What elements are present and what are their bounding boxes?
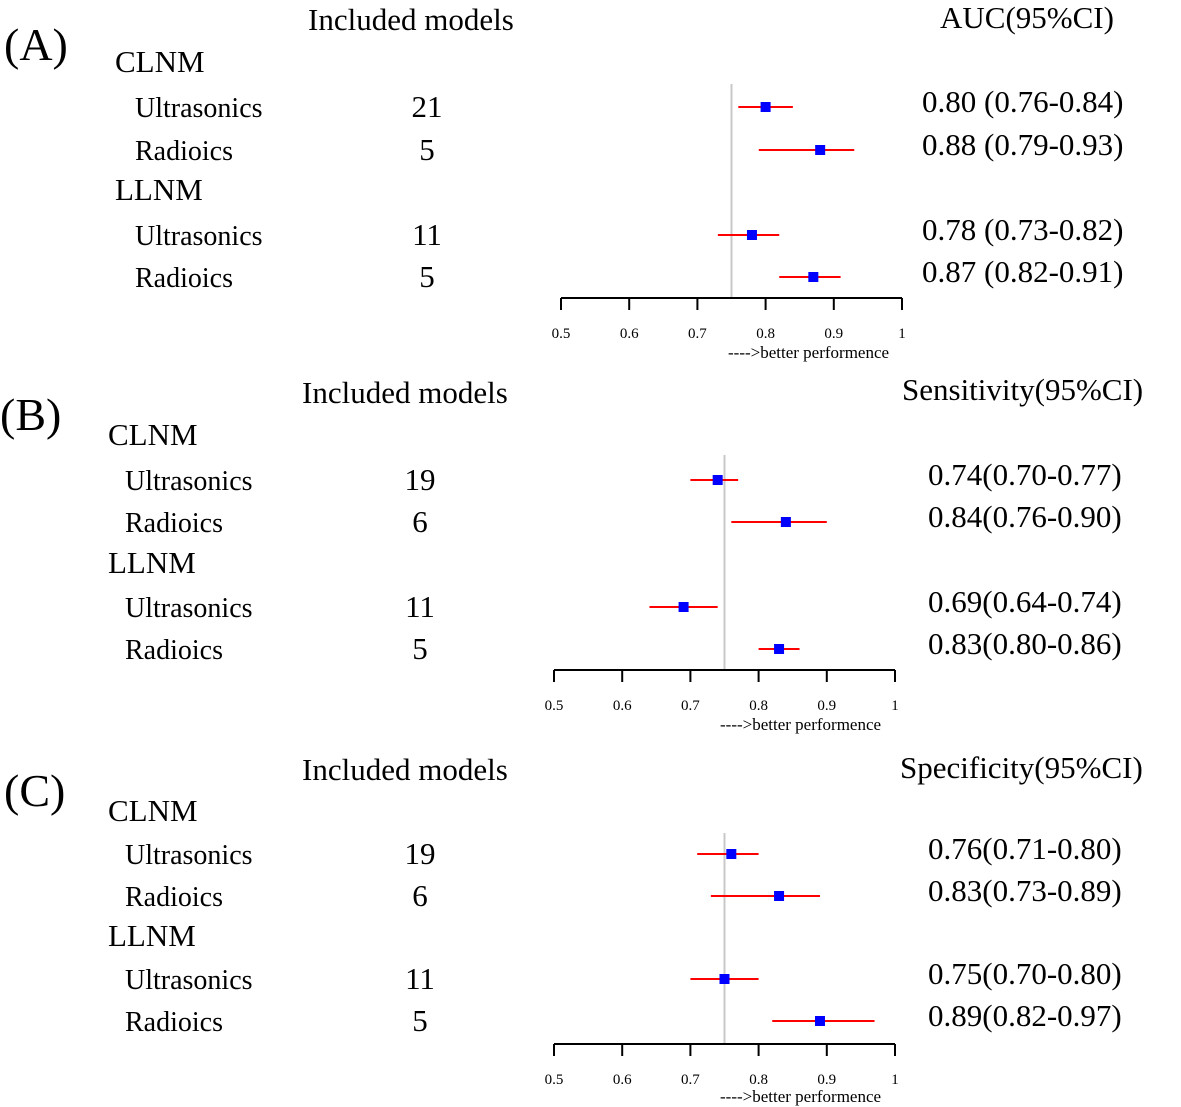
- x-tick-label: 0.7: [688, 326, 707, 342]
- ci-text: 0.84(0.76-0.90): [928, 499, 1122, 534]
- x-tick-label: 0.6: [613, 698, 632, 714]
- point-estimate: [760, 102, 771, 112]
- row-label: Radioics: [125, 1007, 223, 1038]
- ci-text: 0.83(0.73-0.89): [928, 873, 1122, 908]
- x-tick-label: 0.5: [545, 698, 564, 714]
- point-estimate: [726, 849, 737, 859]
- x-tick-label: 0.6: [620, 326, 639, 342]
- row-label: Ultrasonics: [125, 840, 253, 871]
- panel-label: (B): [0, 389, 61, 440]
- model-count: 6: [412, 878, 428, 913]
- ci-text: 0.75(0.70-0.80): [928, 956, 1122, 991]
- model-count: 6: [412, 504, 428, 539]
- row-label: Radioics: [125, 508, 223, 539]
- x-tick-label: 0.5: [545, 1072, 564, 1088]
- model-count: 19: [405, 462, 436, 497]
- point-estimate: [808, 272, 819, 282]
- row-label: Radioics: [135, 136, 233, 167]
- metric-header: Specificity(95%CI): [900, 750, 1143, 785]
- x-tick-label: 1: [898, 326, 906, 342]
- point-estimate: [780, 517, 791, 527]
- ci-text: 0.80 (0.76-0.84): [922, 84, 1123, 119]
- x-axis-label: ---->better performence: [728, 343, 889, 362]
- point-estimate: [746, 230, 757, 240]
- group-label: CLNM: [115, 44, 205, 79]
- model-count: 5: [419, 132, 435, 167]
- x-tick-label: 0.7: [681, 1072, 700, 1088]
- included-models-header: Included models: [302, 752, 508, 787]
- group-label: CLNM: [108, 417, 198, 452]
- metric-header: Sensitivity(95%CI): [902, 372, 1143, 407]
- model-count: 21: [412, 89, 443, 124]
- x-tick-label: 0.8: [749, 698, 768, 714]
- row-label: Ultrasonics: [125, 466, 253, 497]
- group-label: LLNM: [115, 172, 203, 207]
- x-tick-label: 0.9: [817, 1072, 836, 1088]
- group-label: CLNM: [108, 793, 198, 828]
- point-estimate: [719, 974, 730, 984]
- ci-text: 0.83(0.80-0.86): [928, 626, 1122, 661]
- x-tick-label: 0.9: [817, 698, 836, 714]
- model-count: 5: [412, 631, 428, 666]
- model-count: 5: [412, 1003, 428, 1038]
- ci-text: 0.69(0.64-0.74): [928, 584, 1122, 619]
- group-label: LLNM: [108, 918, 196, 953]
- row-label: Ultrasonics: [125, 965, 253, 996]
- x-tick-label: 0.7: [681, 698, 700, 714]
- x-tick-label: 1: [891, 1072, 899, 1088]
- model-count: 5: [419, 259, 435, 294]
- model-count: 11: [405, 589, 435, 624]
- ci-text: 0.78 (0.73-0.82): [922, 212, 1123, 247]
- ci-text: 0.89(0.82-0.97): [928, 998, 1122, 1033]
- ci-text: 0.87 (0.82-0.91): [922, 254, 1123, 289]
- model-count: 19: [405, 836, 436, 871]
- model-count: 11: [405, 961, 435, 996]
- panel-label: (C): [4, 765, 65, 816]
- x-tick-label: 0.5: [552, 326, 571, 342]
- x-tick-label: 0.8: [756, 326, 775, 342]
- metric-header: AUC(95%CI): [940, 0, 1114, 35]
- row-label: Radioics: [135, 263, 233, 294]
- point-estimate: [774, 644, 785, 654]
- point-estimate: [814, 1016, 825, 1026]
- row-label: Radioics: [125, 882, 223, 913]
- model-count: 11: [412, 217, 442, 252]
- point-estimate: [815, 145, 826, 155]
- x-tick-label: 1: [891, 698, 899, 714]
- x-axis-label: ---->better performence: [720, 1087, 881, 1106]
- row-label: Ultrasonics: [135, 93, 263, 124]
- group-label: LLNM: [108, 545, 196, 580]
- x-axis-label: ---->better performence: [720, 715, 881, 734]
- point-estimate: [712, 475, 723, 485]
- panel-label: (A): [4, 19, 68, 70]
- included-models-header: Included models: [308, 2, 514, 37]
- ci-text: 0.76(0.71-0.80): [928, 831, 1122, 866]
- x-tick-label: 0.9: [824, 326, 843, 342]
- ci-text: 0.88 (0.79-0.93): [922, 127, 1123, 162]
- x-tick-label: 0.6: [613, 1072, 632, 1088]
- row-label: Ultrasonics: [125, 593, 253, 624]
- row-label: Radioics: [125, 635, 223, 666]
- point-estimate: [774, 891, 785, 901]
- row-label: Ultrasonics: [135, 221, 263, 252]
- point-estimate: [678, 602, 689, 612]
- x-tick-label: 0.8: [749, 1072, 768, 1088]
- ci-text: 0.74(0.70-0.77): [928, 457, 1122, 492]
- included-models-header: Included models: [302, 375, 508, 410]
